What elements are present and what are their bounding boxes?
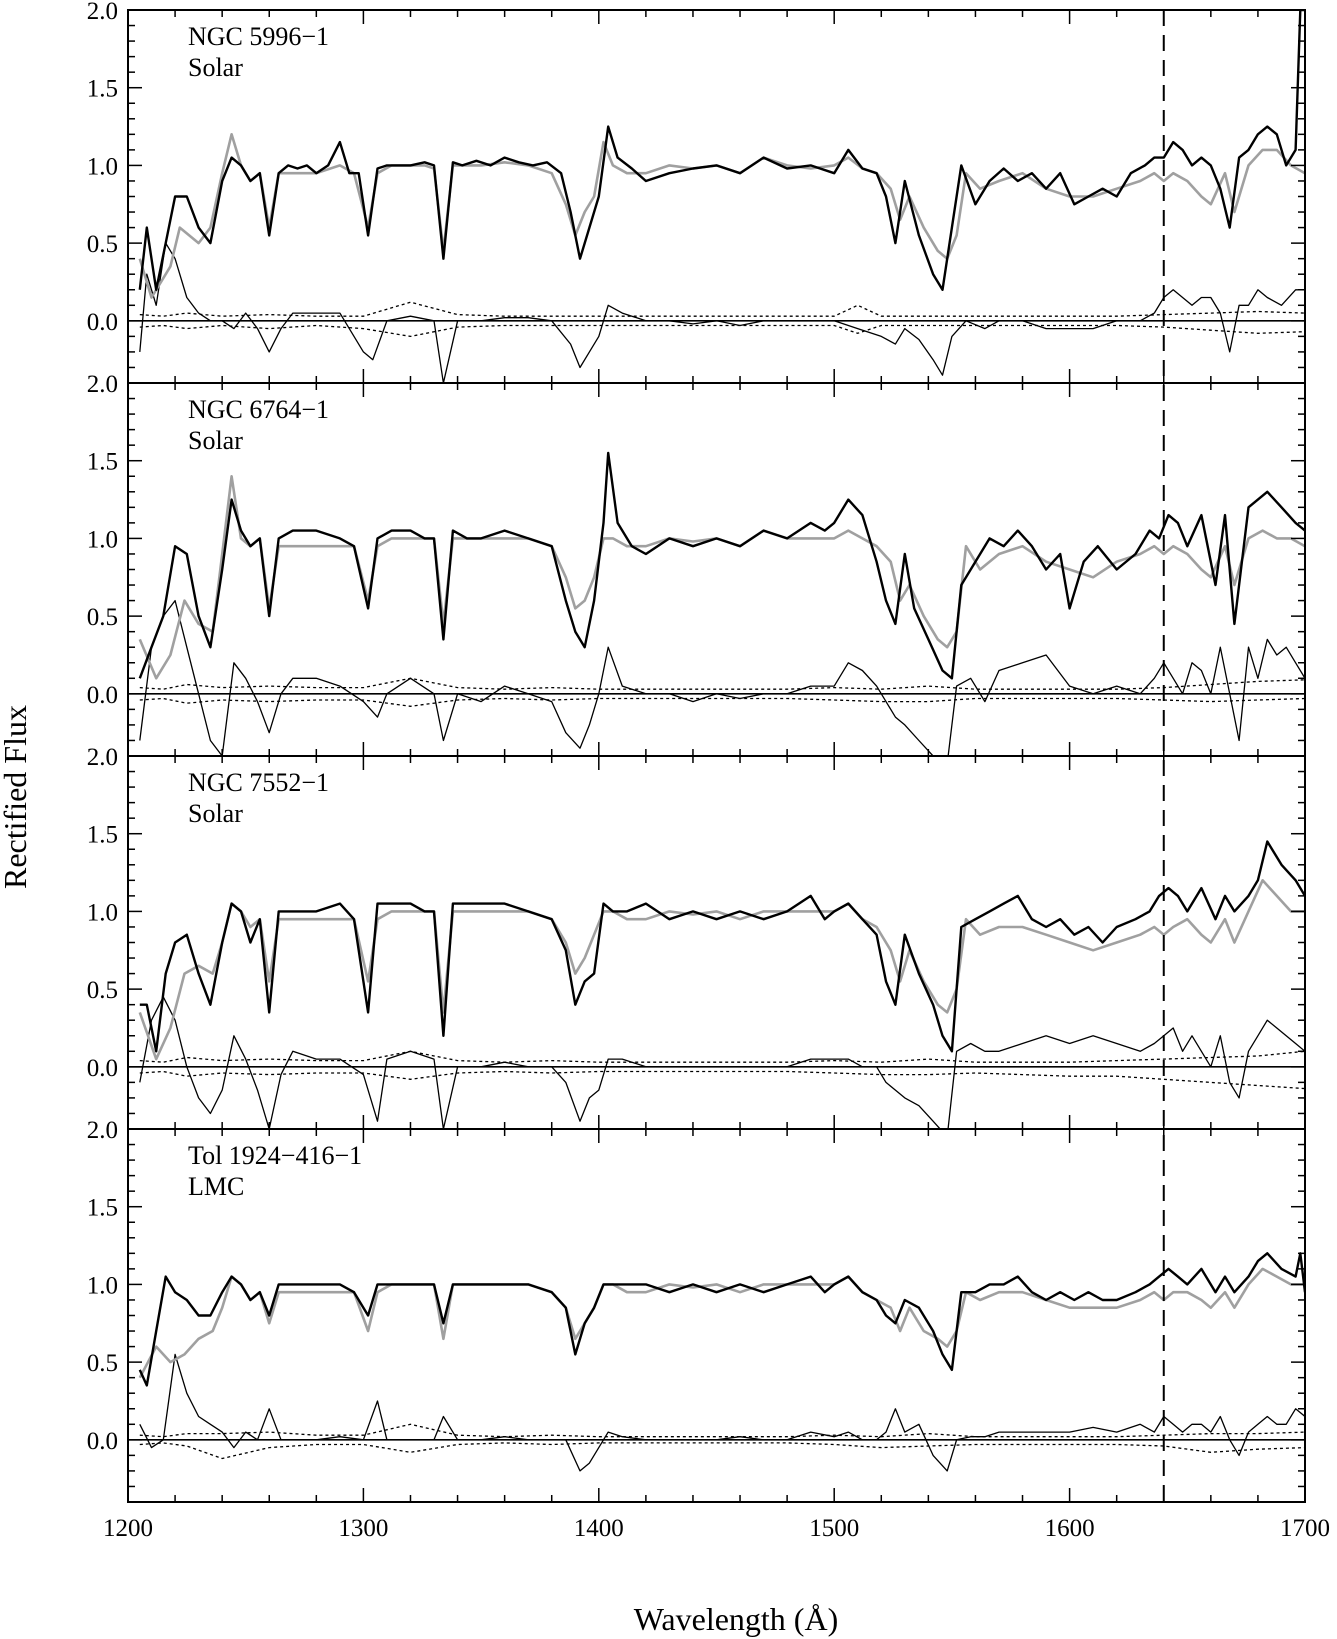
error-spectrum-line — [139, 324, 1305, 338]
panel-metallicity-label: Solar — [188, 53, 243, 82]
y-tick-label: 1.0 — [87, 153, 118, 180]
y-tick-label: 0.0 — [87, 1055, 118, 1082]
residual-spectrum-line — [139, 996, 1305, 1129]
series-group — [138, 10, 1305, 383]
series-group — [138, 1252, 1305, 1472]
y-tick-label: 0.5 — [87, 231, 118, 258]
y-tick-label: 0.0 — [87, 1428, 118, 1455]
x-tick-label: 1500 — [809, 1515, 859, 1542]
y-tick-label: 0.5 — [87, 604, 118, 631]
series-group — [138, 451, 1305, 756]
error-spectrum-line — [139, 677, 1305, 690]
error-spectrum-line — [139, 1423, 1305, 1438]
x-tick-label: 1400 — [574, 1515, 624, 1542]
x-axis-title: Wavelength (Å) — [634, 1601, 838, 1637]
y-axis-title: Rectified Flux — [0, 705, 33, 889]
residual-spectrum-line — [139, 599, 1305, 756]
panel-metallicity-label: Solar — [188, 426, 243, 455]
y-tick-label: 0.5 — [87, 1350, 118, 1377]
observed-spectrum-line — [139, 840, 1305, 1053]
y-tick-label: 2.0 — [87, 744, 118, 771]
panel-frame — [127, 1128, 1306, 1503]
x-tick-label: 1600 — [1045, 1515, 1095, 1542]
error-spectrum-line — [139, 1442, 1305, 1460]
panel-object-label: NGC 7552−1 — [188, 768, 329, 797]
error-spectrum-line — [139, 1050, 1305, 1063]
y-tick-label: 1.5 — [87, 76, 118, 103]
y-tick-label: 0.0 — [87, 309, 118, 336]
y-tick-label: 1.0 — [87, 1272, 118, 1299]
error-spectrum-line — [139, 697, 1305, 707]
y-tick-label: 1.0 — [87, 526, 118, 553]
x-tick-label: 1700 — [1280, 1515, 1330, 1542]
error-spectrum-line — [139, 301, 1305, 317]
panel-object-label: NGC 6764−1 — [188, 395, 329, 424]
panel-object-label: Tol 1924−416−1 — [188, 1141, 362, 1170]
y-tick-label: 1.5 — [87, 822, 118, 849]
observed-spectrum-line — [138, 10, 1305, 291]
residual-spectrum-line — [139, 242, 1305, 383]
y-tick-label: 2.0 — [87, 0, 118, 25]
y-tick-label: 1.5 — [87, 1195, 118, 1222]
error-spectrum-line — [139, 1070, 1305, 1090]
y-tick-label: 1.5 — [87, 449, 118, 476]
panel-metallicity-label: Solar — [188, 799, 243, 828]
y-tick-label: 2.0 — [87, 371, 118, 398]
model-spectrum-line — [138, 879, 1305, 1061]
panel-frame — [127, 382, 1306, 757]
observed-spectrum-line — [138, 1252, 1305, 1387]
model-spectrum-line — [138, 475, 1305, 680]
panel-metallicity-label: LMC — [188, 1172, 244, 1201]
y-tick-label: 1.0 — [87, 899, 118, 926]
panel-frame — [127, 755, 1306, 1130]
y-tick-label: 0.0 — [87, 682, 118, 709]
y-tick-label: 0.5 — [87, 977, 118, 1004]
panel-frame — [127, 9, 1306, 384]
residual-spectrum-line — [139, 1353, 1305, 1472]
x-tick-label: 1200 — [103, 1515, 153, 1542]
series-group — [138, 840, 1305, 1129]
x-tick-label: 1300 — [338, 1515, 388, 1542]
y-tick-label: 2.0 — [87, 1117, 118, 1144]
panel-object-label: NGC 5996−1 — [188, 22, 329, 51]
model-spectrum-line — [138, 1267, 1305, 1379]
observed-spectrum-line — [138, 451, 1305, 680]
model-spectrum-line — [138, 133, 1305, 299]
